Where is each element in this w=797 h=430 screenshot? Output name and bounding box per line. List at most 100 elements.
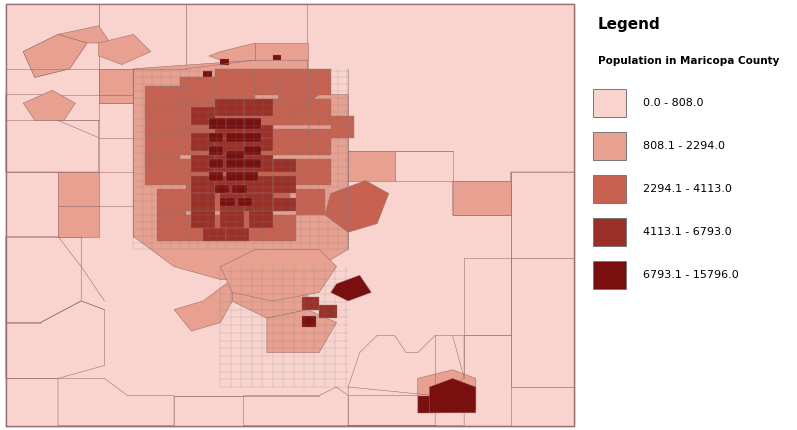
Polygon shape xyxy=(174,396,244,426)
Bar xyxy=(209,159,223,168)
Polygon shape xyxy=(58,172,99,206)
Bar xyxy=(593,261,626,289)
Polygon shape xyxy=(58,378,174,426)
Polygon shape xyxy=(325,181,389,232)
Bar xyxy=(249,211,273,228)
Polygon shape xyxy=(6,95,99,172)
Polygon shape xyxy=(6,301,104,378)
Polygon shape xyxy=(308,4,575,215)
Bar xyxy=(221,59,230,64)
Bar xyxy=(145,159,180,185)
Bar xyxy=(244,99,273,116)
Polygon shape xyxy=(464,387,575,426)
Polygon shape xyxy=(6,172,58,236)
Bar xyxy=(214,129,255,155)
Polygon shape xyxy=(267,310,336,353)
Polygon shape xyxy=(221,249,336,301)
Bar xyxy=(191,194,214,211)
Bar xyxy=(244,118,261,129)
Bar xyxy=(296,99,331,125)
Bar xyxy=(273,176,296,194)
Polygon shape xyxy=(133,69,186,103)
Bar xyxy=(244,125,273,138)
Bar xyxy=(226,159,244,168)
Polygon shape xyxy=(430,378,476,413)
Polygon shape xyxy=(6,237,81,322)
Bar xyxy=(214,125,244,138)
Bar xyxy=(209,146,223,155)
Polygon shape xyxy=(174,280,232,331)
Polygon shape xyxy=(23,90,76,120)
Polygon shape xyxy=(186,4,308,69)
Bar xyxy=(273,55,281,60)
Bar xyxy=(255,69,296,95)
Bar xyxy=(221,159,255,185)
Bar xyxy=(145,86,180,108)
Polygon shape xyxy=(255,43,308,60)
Text: Population in Maricopa County: Population in Maricopa County xyxy=(598,56,779,66)
Polygon shape xyxy=(244,387,348,426)
Bar xyxy=(214,69,255,99)
Bar xyxy=(157,215,186,241)
Bar xyxy=(244,176,273,194)
Polygon shape xyxy=(331,275,371,301)
Bar xyxy=(214,155,244,172)
Bar xyxy=(244,138,273,150)
Bar xyxy=(302,316,316,327)
Bar xyxy=(214,99,244,116)
Bar xyxy=(180,129,214,155)
Bar xyxy=(214,138,244,155)
Bar xyxy=(226,228,249,241)
Bar xyxy=(244,172,258,181)
Polygon shape xyxy=(133,60,348,280)
Bar xyxy=(418,396,441,413)
Bar xyxy=(302,297,319,310)
Bar xyxy=(447,387,476,408)
Bar xyxy=(331,116,354,138)
Bar xyxy=(593,89,626,117)
Polygon shape xyxy=(6,378,58,426)
Bar xyxy=(209,133,223,142)
Polygon shape xyxy=(232,271,308,318)
Bar xyxy=(296,69,331,95)
Bar xyxy=(221,211,244,228)
Bar xyxy=(255,185,290,211)
Bar xyxy=(180,159,214,185)
Bar xyxy=(238,198,253,206)
Bar xyxy=(244,159,261,168)
Polygon shape xyxy=(99,4,186,95)
Bar xyxy=(180,103,214,129)
Bar xyxy=(221,211,261,241)
Bar xyxy=(226,172,244,181)
Bar xyxy=(226,133,244,142)
Text: 0.0 - 808.0: 0.0 - 808.0 xyxy=(643,98,704,108)
Bar xyxy=(209,118,226,129)
Polygon shape xyxy=(99,69,133,95)
Text: 808.1 - 2294.0: 808.1 - 2294.0 xyxy=(643,141,725,151)
Polygon shape xyxy=(6,4,99,95)
Bar xyxy=(226,118,244,129)
Bar xyxy=(180,77,214,103)
Bar xyxy=(209,172,223,181)
Bar xyxy=(191,155,214,172)
Polygon shape xyxy=(348,378,464,426)
Bar xyxy=(214,185,230,194)
Bar xyxy=(319,305,336,318)
Bar xyxy=(191,108,214,125)
Polygon shape xyxy=(58,26,110,43)
Polygon shape xyxy=(23,34,87,77)
Polygon shape xyxy=(464,258,511,335)
Bar xyxy=(214,176,244,194)
Polygon shape xyxy=(6,4,575,426)
Bar xyxy=(221,194,244,211)
Bar xyxy=(226,150,244,159)
Polygon shape xyxy=(395,150,453,181)
Bar xyxy=(593,175,626,203)
Polygon shape xyxy=(23,34,87,77)
Text: 6793.1 - 15796.0: 6793.1 - 15796.0 xyxy=(643,270,739,280)
Bar xyxy=(255,99,296,125)
Bar xyxy=(273,159,296,172)
Bar xyxy=(203,71,212,77)
Bar xyxy=(593,132,626,160)
Text: 2294.1 - 4113.0: 2294.1 - 4113.0 xyxy=(643,184,732,194)
